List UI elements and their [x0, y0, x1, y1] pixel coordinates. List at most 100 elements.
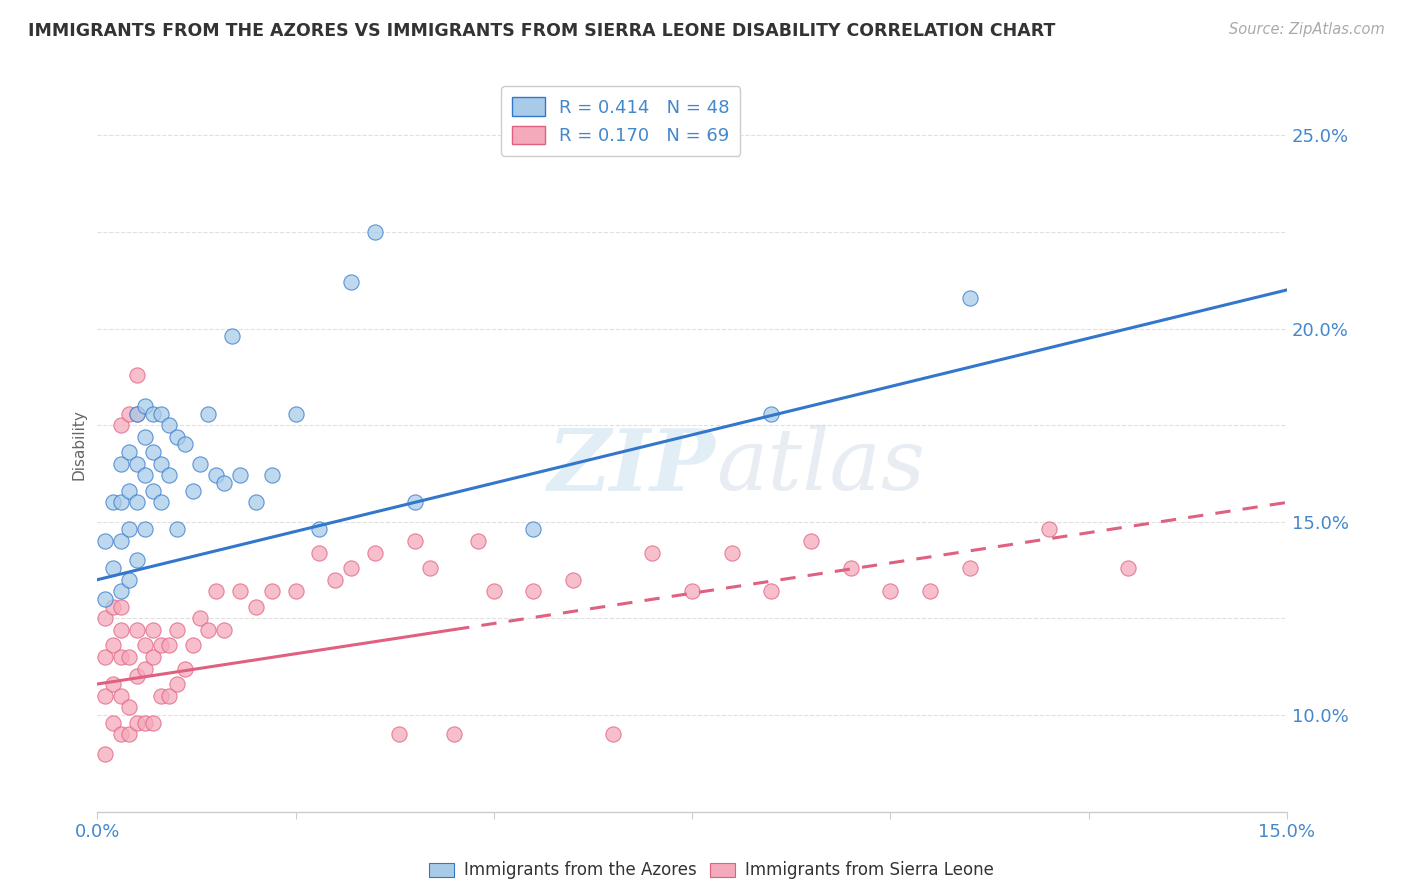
Point [157, 689, 180, 703]
Point [522, 584, 544, 599]
Point [641, 546, 664, 560]
Point [110, 689, 132, 703]
Point [110, 727, 132, 741]
Point [125, 553, 148, 567]
Point [681, 584, 703, 599]
Point [800, 534, 823, 549]
Point [879, 584, 901, 599]
Point [482, 584, 505, 599]
Point [118, 700, 141, 714]
Point [149, 495, 172, 509]
Point [118, 727, 141, 741]
Point [959, 561, 981, 575]
Point [404, 534, 426, 549]
Point [134, 715, 156, 730]
Point [110, 623, 132, 637]
Point [197, 623, 219, 637]
Point [340, 275, 363, 289]
Point [110, 584, 132, 599]
Point [103, 677, 125, 691]
Point [125, 669, 148, 683]
Point [157, 639, 180, 653]
Point [118, 445, 141, 459]
Point [110, 599, 132, 614]
Point [190, 611, 212, 625]
Point [181, 483, 204, 498]
Text: atlas: atlas [716, 425, 925, 508]
Point [110, 418, 132, 433]
Point [173, 437, 195, 451]
Point [404, 495, 426, 509]
Point [340, 561, 363, 575]
Point [212, 623, 235, 637]
Point [260, 584, 283, 599]
Point [125, 457, 148, 471]
Text: ZIP: ZIP [548, 425, 716, 508]
Point [94, 534, 117, 549]
Point [205, 584, 228, 599]
Point [284, 584, 307, 599]
Point [94, 611, 117, 625]
Point [94, 689, 117, 703]
Point [197, 407, 219, 421]
Point [134, 662, 156, 676]
Point [134, 523, 156, 537]
Point [134, 399, 156, 413]
Point [94, 747, 117, 761]
Text: IMMIGRANTS FROM THE AZORES VS IMMIGRANTS FROM SIERRA LEONE DISABILITY CORRELATIO: IMMIGRANTS FROM THE AZORES VS IMMIGRANTS… [28, 22, 1056, 40]
Y-axis label: Disability: Disability [72, 409, 86, 480]
Text: Source: ZipAtlas.com: Source: ZipAtlas.com [1229, 22, 1385, 37]
Point [364, 225, 387, 239]
Point [308, 546, 330, 560]
Point [602, 727, 624, 741]
Point [103, 715, 125, 730]
Point [284, 407, 307, 421]
Point [103, 561, 125, 575]
Point [110, 650, 132, 665]
Point [1038, 523, 1060, 537]
Point [110, 495, 132, 509]
Point [125, 495, 148, 509]
Point [149, 639, 172, 653]
Text: Immigrants from Sierra Leone: Immigrants from Sierra Leone [745, 861, 994, 879]
Point [308, 523, 330, 537]
Point [118, 523, 141, 537]
Point [522, 523, 544, 537]
Point [118, 407, 141, 421]
Point [149, 457, 172, 471]
Point [134, 468, 156, 483]
Point [149, 689, 172, 703]
Point [125, 715, 148, 730]
Point [166, 523, 188, 537]
Point [125, 407, 148, 421]
Point [118, 650, 141, 665]
Point [125, 407, 148, 421]
Point [142, 407, 165, 421]
Point [142, 483, 165, 498]
Point [443, 727, 465, 741]
Point [125, 623, 148, 637]
Point [166, 623, 188, 637]
Point [181, 639, 204, 653]
Point [260, 468, 283, 483]
Point [94, 592, 117, 607]
Point [142, 715, 165, 730]
Point [142, 650, 165, 665]
Point [103, 599, 125, 614]
Text: Immigrants from the Azores: Immigrants from the Azores [464, 861, 697, 879]
Point [166, 677, 188, 691]
Point [467, 534, 489, 549]
Point [110, 534, 132, 549]
Point [229, 584, 252, 599]
Point [364, 546, 387, 560]
Point [134, 639, 156, 653]
Point [918, 584, 941, 599]
Point [166, 430, 188, 444]
Point [205, 468, 228, 483]
Point [959, 291, 981, 305]
Point [761, 407, 783, 421]
Point [245, 599, 267, 614]
Point [157, 418, 180, 433]
Point [761, 584, 783, 599]
Point [173, 662, 195, 676]
